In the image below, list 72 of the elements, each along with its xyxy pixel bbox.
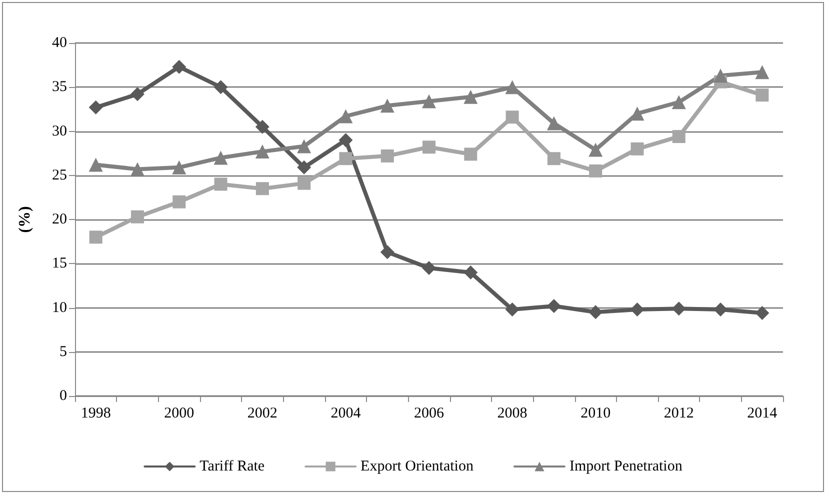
y-tick-label: 20 xyxy=(52,212,67,228)
y-tick-label: 15 xyxy=(52,256,67,272)
point xyxy=(546,298,561,313)
point xyxy=(338,133,353,148)
point xyxy=(588,142,603,157)
point xyxy=(422,140,436,154)
legend-label: Tariff Rate xyxy=(200,458,265,474)
point xyxy=(380,149,394,162)
point xyxy=(214,178,228,191)
point xyxy=(214,80,228,94)
y-axis-title: (%) xyxy=(16,206,34,233)
x-tick-label: 2014 xyxy=(747,406,778,422)
point xyxy=(422,261,436,276)
point xyxy=(380,245,394,260)
y-tick-label: 35 xyxy=(52,79,67,96)
point xyxy=(589,164,602,178)
point xyxy=(755,65,770,80)
point xyxy=(630,106,644,121)
point xyxy=(714,68,728,83)
y-tick-label: 25 xyxy=(52,167,67,184)
point xyxy=(755,306,770,320)
point xyxy=(88,158,103,172)
point xyxy=(464,148,478,161)
point xyxy=(505,80,520,94)
point xyxy=(546,116,561,130)
point xyxy=(630,302,644,317)
point xyxy=(339,152,352,166)
point xyxy=(172,160,186,174)
point xyxy=(464,90,478,104)
point xyxy=(297,160,312,174)
x-tick-label: 1998 xyxy=(80,406,111,422)
point xyxy=(338,109,353,124)
point xyxy=(672,95,686,110)
y-tick-label: 30 xyxy=(52,123,67,140)
point xyxy=(89,230,102,244)
point xyxy=(255,120,270,134)
x-tick-label: 2000 xyxy=(164,406,194,422)
point xyxy=(88,100,103,114)
point xyxy=(756,88,769,102)
point xyxy=(255,144,270,159)
point xyxy=(506,110,519,124)
point xyxy=(464,265,478,280)
point xyxy=(214,150,228,165)
point xyxy=(588,305,603,320)
legend-label: Export Orientation xyxy=(360,458,474,474)
point xyxy=(547,152,560,166)
x-tick-label: 2002 xyxy=(247,406,278,422)
x-tick-label: 2008 xyxy=(497,406,528,422)
x-tick-label: 2006 xyxy=(414,406,444,422)
point xyxy=(256,182,269,196)
point xyxy=(672,130,686,144)
point xyxy=(380,98,394,113)
point xyxy=(130,162,144,176)
point xyxy=(422,94,436,108)
point xyxy=(130,210,144,224)
point xyxy=(630,142,644,156)
x-tick-label: 2010 xyxy=(580,406,611,422)
point xyxy=(172,195,186,208)
point xyxy=(297,139,312,154)
point xyxy=(172,60,186,74)
point xyxy=(672,302,686,316)
x-tick-label: 2004 xyxy=(330,406,362,422)
y-tick-label: 5 xyxy=(60,344,67,360)
point xyxy=(505,302,520,317)
point xyxy=(714,302,728,317)
y-tick-label: 10 xyxy=(52,300,67,316)
y-tick-label: 40 xyxy=(52,35,67,51)
point xyxy=(298,176,311,190)
legend-label: Import Penetration xyxy=(569,458,683,474)
y-tick-label: 0 xyxy=(60,388,67,404)
point xyxy=(130,87,144,102)
x-tick-label: 2012 xyxy=(664,406,694,422)
